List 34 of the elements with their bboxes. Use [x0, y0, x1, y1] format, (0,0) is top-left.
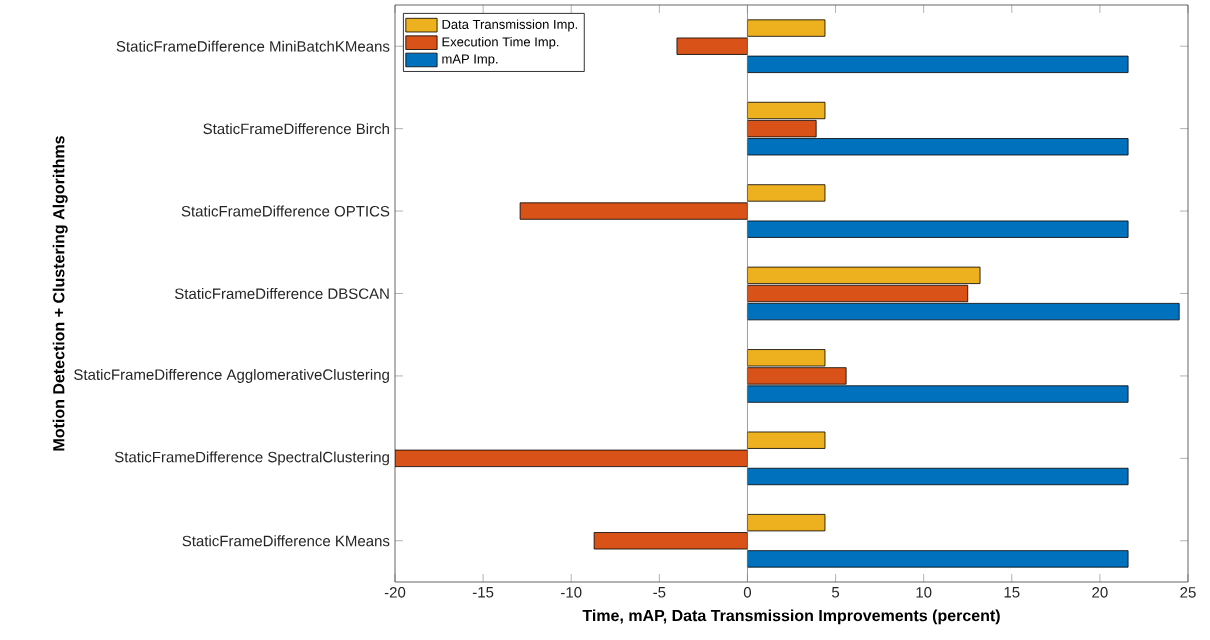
x-tick-label: 15 — [1004, 587, 1020, 598]
bar — [676, 37, 748, 55]
y-tick-label: StaticFrameDifference SpectralClustering — [114, 451, 389, 466]
bar — [747, 431, 826, 449]
bar — [593, 532, 748, 550]
bar — [747, 55, 1129, 73]
legend-label: Execution Time Imp. — [442, 36, 559, 50]
bar — [747, 220, 1129, 238]
x-tick-label: -15 — [472, 587, 494, 598]
y-tick-label: StaticFrameDifference MiniBatchKMeans — [116, 40, 390, 52]
y-tick-label: StaticFrameDifference DBSCAN — [175, 288, 389, 300]
bar — [747, 467, 1129, 486]
bar — [519, 202, 748, 220]
y-tick-label: StaticFrameDifference KMeans — [182, 535, 390, 547]
x-tick-label: 10 — [916, 587, 932, 598]
bar — [747, 184, 826, 202]
bar — [747, 514, 826, 532]
x-tick-label: -5 — [653, 587, 666, 598]
x-tick-label: 5 — [831, 587, 840, 598]
bar — [747, 19, 826, 37]
y-axis-title: Motion Detection + Clustering Algorithms — [52, 136, 68, 451]
y-tick-label: StaticFrameDifference Birch — [203, 123, 389, 135]
legend-label: Data Transmission Imp. — [442, 19, 578, 32]
y-tick-label: StaticFrameDifference AgglomerativeClustering — [74, 368, 389, 383]
x-tick-label: -20 — [384, 587, 406, 598]
x-tick-label: 20 — [1092, 587, 1108, 598]
x-tick-label: 25 — [1180, 587, 1196, 598]
x-tick-label: -10 — [561, 587, 582, 598]
x-tick-label: 0 — [743, 587, 752, 598]
bar — [747, 550, 1129, 568]
bar — [395, 449, 748, 467]
legend-label: mAP Imp. — [442, 54, 498, 67]
x-axis-title: Time, mAP, Data Transmission Improvements (percent) — [582, 609, 1000, 625]
y-tick-label: StaticFrameDifference OPTICS — [181, 205, 390, 217]
